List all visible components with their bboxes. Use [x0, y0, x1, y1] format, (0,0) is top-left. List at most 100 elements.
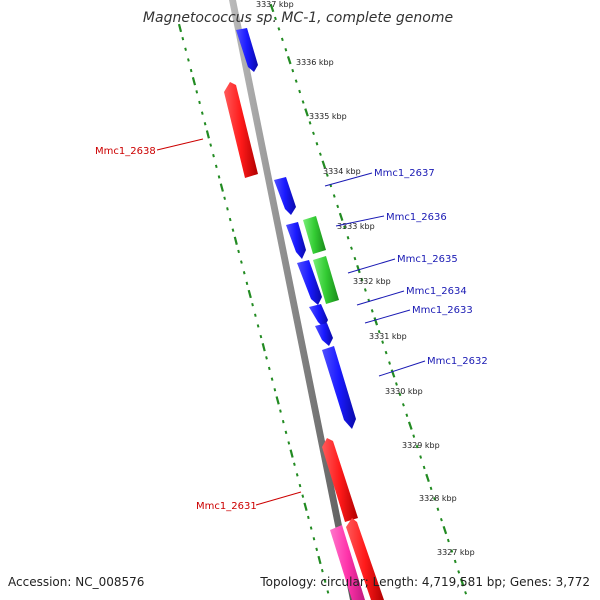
minor-tick	[209, 143, 213, 147]
major-tick	[317, 555, 322, 565]
minor-tick	[195, 90, 199, 94]
minor-tick	[231, 228, 235, 232]
kbp-label: 3337 kbp	[256, 0, 294, 9]
minor-tick	[301, 100, 305, 104]
minor-tick	[395, 382, 398, 386]
genome-title: Magnetococcus sp. MC-1, complete genome	[143, 10, 453, 26]
major-tick	[286, 56, 292, 65]
minor-tick	[415, 444, 419, 449]
minor-tick	[223, 196, 226, 200]
minor-tick	[237, 249, 240, 254]
minor-tick	[295, 473, 299, 477]
kbp-label: 3328 kbp	[419, 494, 457, 503]
major-tick	[373, 317, 379, 326]
minor-tick	[200, 111, 204, 115]
gene-feature-mmc1-2636-rna[interactable]	[303, 216, 326, 254]
minor-tick	[226, 207, 229, 211]
minor-tick	[323, 579, 327, 583]
minor-tick	[398, 392, 402, 397]
minor-tick	[320, 568, 324, 573]
minor-tick	[251, 302, 254, 307]
gene-label-mmc1-2638[interactable]: Mmc1_2638	[95, 146, 156, 157]
gene-feature-mmc1-2633[interactable]	[309, 304, 328, 328]
minor-tick	[360, 277, 364, 282]
gene-feature[interactable]	[315, 323, 333, 346]
minor-tick	[377, 329, 381, 334]
minor-tick	[401, 403, 405, 407]
minor-tick	[189, 68, 193, 73]
minor-tick	[346, 236, 350, 240]
gene-label-mmc1-2636[interactable]: Mmc1_2636	[386, 212, 447, 223]
kbp-label: 3332 kbp	[353, 277, 391, 286]
major-tick	[425, 473, 430, 483]
gene-feature-mmc1-2638[interactable]	[224, 82, 258, 178]
major-tick	[269, 3, 275, 13]
major-tick	[191, 77, 197, 86]
kbp-label: 3336 kbp	[296, 58, 334, 67]
major-tick	[407, 421, 413, 430]
minor-tick	[293, 462, 296, 466]
minor-tick	[464, 591, 468, 595]
minor-tick	[429, 486, 433, 491]
minor-tick	[363, 288, 367, 292]
kbp-scale: 3337 kbp 3336 kbp 3335 kbp 3334 kbp 3333…	[256, 0, 475, 557]
gene-feature-mmc1-2631[interactable]	[322, 438, 358, 522]
minor-tick	[291, 68, 295, 73]
gene-feature[interactable]	[330, 525, 365, 600]
minor-tick	[256, 324, 260, 328]
gene-feature[interactable]	[236, 28, 258, 72]
kbp-label: 3327 kbp	[437, 548, 475, 557]
gene-labels: Mmc1_2637 Mmc1_2636 Mmc1_2635 Mmc1_2634 …	[95, 146, 488, 512]
gene-label-mmc1-2635[interactable]: Mmc1_2635	[397, 254, 458, 265]
minor-tick	[336, 204, 340, 209]
gene-feature-mmc1-2635[interactable]	[313, 256, 339, 304]
minor-tick	[446, 538, 450, 543]
minor-tick	[412, 434, 416, 438]
gene-feature-mmc1-2637[interactable]	[274, 177, 296, 215]
minor-tick	[240, 260, 243, 264]
minor-tick	[254, 313, 257, 317]
minor-tick	[265, 356, 268, 360]
minor-tick	[308, 121, 312, 125]
minor-tick	[270, 377, 274, 381]
minor-tick	[245, 281, 249, 286]
minor-tick	[436, 507, 440, 511]
gene-feature-mmc1-2634[interactable]	[297, 260, 322, 305]
gene-feature-mmc1-2632[interactable]	[322, 346, 356, 429]
gene-feature[interactable]	[346, 518, 384, 600]
gene-features	[224, 28, 384, 600]
kbp-label: 3331 kbp	[369, 332, 407, 341]
gene-label-mmc1-2632[interactable]: Mmc1_2632	[427, 356, 488, 367]
gene-feature-mmc1-2636[interactable]	[286, 222, 306, 259]
minor-tick	[453, 559, 457, 564]
minor-tick	[350, 246, 353, 250]
minor-tick	[287, 441, 291, 445]
minor-tick	[450, 549, 454, 553]
gene-label-mmc1-2631[interactable]: Mmc1_2631	[196, 501, 257, 512]
minor-tick	[332, 194, 336, 198]
major-tick	[205, 130, 210, 139]
minor-tick	[312, 131, 315, 136]
major-tick	[261, 343, 266, 352]
gene-label-mmc1-2634[interactable]: Mmc1_2634	[406, 286, 467, 297]
major-tick	[303, 502, 308, 511]
major-tick	[442, 525, 448, 535]
minor-tick	[422, 465, 426, 470]
minor-tick	[312, 537, 316, 541]
major-tick	[275, 396, 280, 405]
label-leaders	[156, 138, 426, 506]
minor-tick	[384, 350, 388, 355]
gene-label-mmc1-2637[interactable]: Mmc1_2637	[374, 168, 435, 179]
major-tick	[233, 236, 238, 245]
minor-tick	[419, 455, 423, 459]
minor-tick	[457, 570, 461, 574]
minor-tick	[214, 164, 218, 169]
gene-label-mmc1-2633[interactable]: Mmc1_2633	[412, 305, 473, 316]
minor-tick	[326, 590, 330, 594]
major-tick	[289, 449, 294, 458]
minor-tick	[203, 122, 207, 126]
minor-tick	[212, 153, 215, 158]
minor-tick	[381, 340, 385, 344]
minor-tick	[284, 48, 288, 52]
minor-tick	[187, 58, 190, 62]
